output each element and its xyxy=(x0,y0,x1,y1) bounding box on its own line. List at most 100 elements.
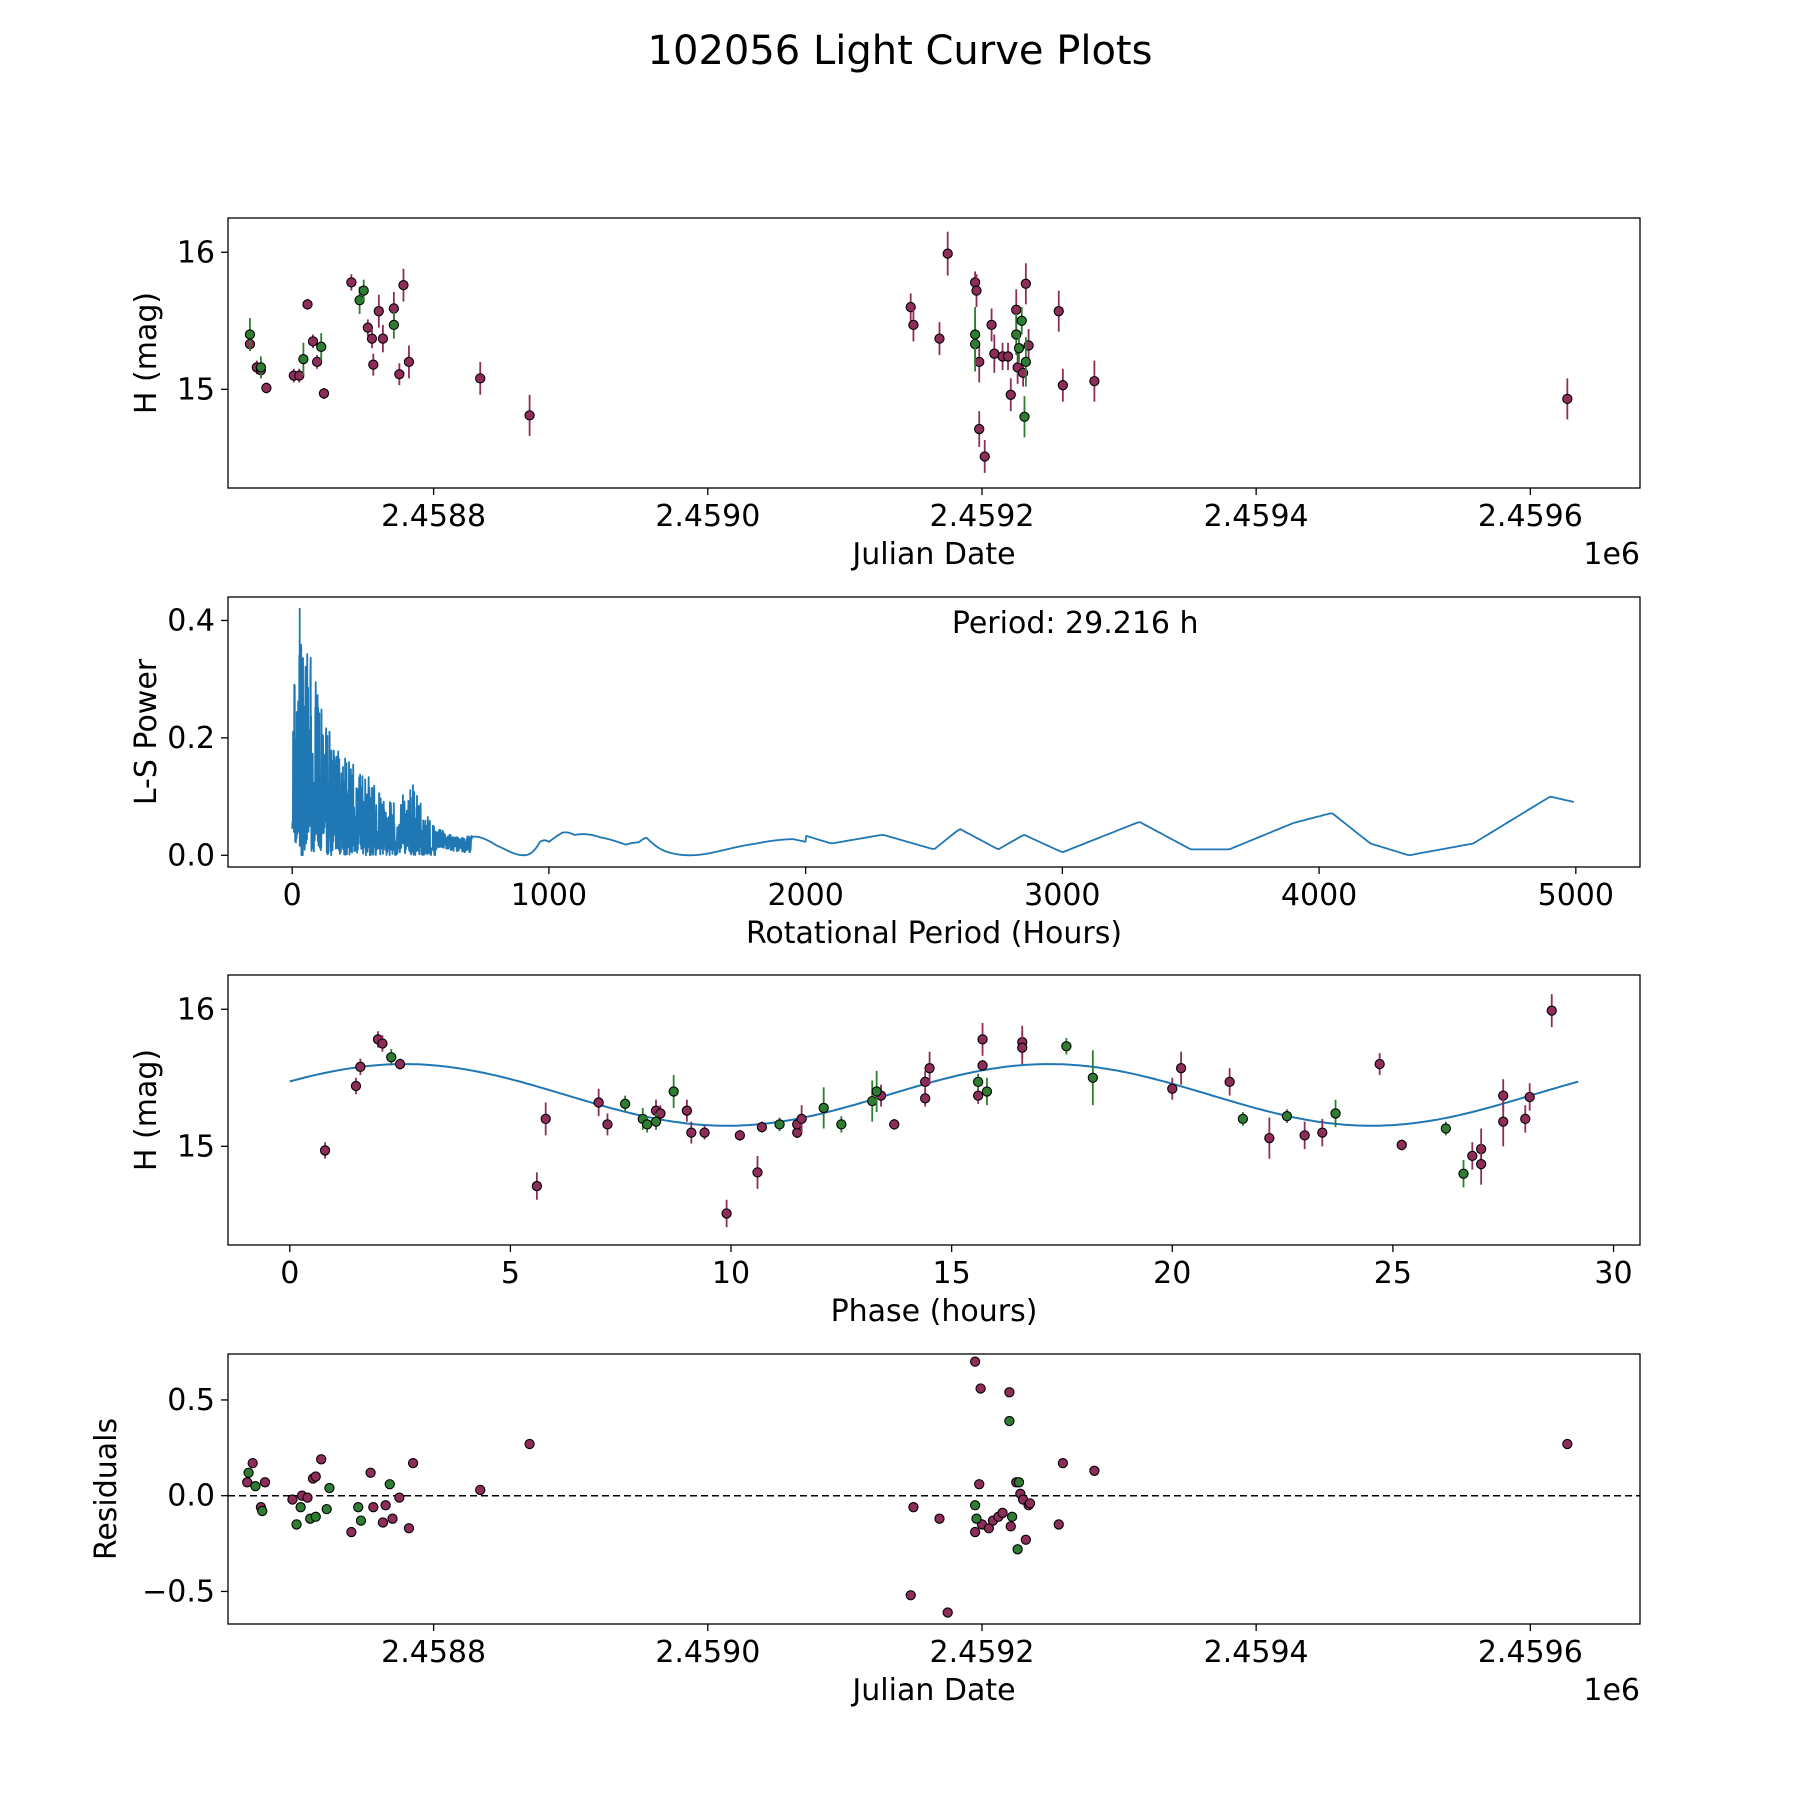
phased-point-green xyxy=(1330,1108,1341,1119)
phased-point-green xyxy=(867,1095,878,1107)
phased-point-magenta xyxy=(699,1127,710,1138)
phased-point-green xyxy=(818,1102,829,1114)
phased-point-magenta xyxy=(756,1121,768,1133)
residuals-point-magenta xyxy=(1057,1457,1069,1469)
phased-point-magenta xyxy=(681,1105,693,1116)
phased-point-magenta xyxy=(1476,1158,1487,1170)
residuals-x-offset-label: 1e6 xyxy=(1583,1673,1640,1708)
lightcurve-point-green xyxy=(358,285,369,296)
phased-point-magenta xyxy=(1317,1127,1328,1138)
lightcurve-point-magenta xyxy=(974,423,985,435)
phased-point-magenta xyxy=(972,1090,984,1101)
phased-point-magenta xyxy=(920,1076,931,1088)
residuals-point-green xyxy=(295,1502,306,1513)
phased-points xyxy=(319,994,1557,1228)
phased-point-magenta xyxy=(1167,1083,1178,1094)
lightcurve-xtick-label: 2.4590 xyxy=(655,499,760,534)
lightcurve-point-magenta xyxy=(377,333,389,344)
residuals-point-magenta xyxy=(969,1526,981,1538)
lightcurve-point-green xyxy=(298,354,309,365)
lightcurve-point-magenta xyxy=(318,388,330,399)
lightcurve-point-green xyxy=(1013,343,1025,354)
periodogram-xtick-label: 2000 xyxy=(767,878,843,913)
periodogram-xtick-label: 5000 xyxy=(1538,878,1614,913)
lightcurve-point-magenta xyxy=(475,373,486,384)
phased-ytick-label: 16 xyxy=(177,992,215,1027)
lightcurve-point-green xyxy=(255,362,267,373)
residuals-xtick-label: 2.4596 xyxy=(1478,1635,1583,1670)
lightcurve-point-magenta xyxy=(362,322,373,333)
residuals-point-magenta xyxy=(1005,1521,1016,1532)
lightcurve-point-magenta xyxy=(979,451,990,462)
lightcurve-point-magenta xyxy=(1057,380,1069,391)
lightcurve-point-magenta xyxy=(368,359,379,370)
lightcurve-ytick-label: 15 xyxy=(177,372,215,407)
periodogram-line xyxy=(291,607,1575,857)
phased-plot-frame xyxy=(227,974,1641,1246)
residuals-points xyxy=(242,1356,1573,1618)
phased-point-magenta xyxy=(355,1061,366,1072)
phased-xtick-label: 30 xyxy=(1594,1256,1632,1291)
phased-point-magenta xyxy=(889,1119,900,1130)
residuals-point-magenta xyxy=(368,1502,379,1513)
phased-xtick-label: 5 xyxy=(501,1256,520,1291)
phased-xlabel: Phase (hours) xyxy=(831,1294,1038,1329)
lightcurve-point-magenta xyxy=(1020,278,1031,289)
phased-point-magenta xyxy=(1396,1139,1407,1151)
lightcurve-point-magenta xyxy=(398,280,409,291)
residuals-point-magenta xyxy=(475,1484,486,1496)
residuals-point-green xyxy=(1013,1477,1025,1488)
residuals-point-green xyxy=(1004,1415,1015,1427)
residuals-point-green xyxy=(243,1467,254,1478)
lightcurve-point-magenta xyxy=(971,285,982,296)
phased-point-green xyxy=(1440,1123,1451,1134)
residuals-xtick-label: 2.4592 xyxy=(929,1635,1034,1670)
periodogram-xtick-label: 0 xyxy=(283,878,302,913)
residuals-point-magenta xyxy=(908,1502,919,1513)
phased-point-magenta xyxy=(593,1097,604,1108)
phased-point-magenta xyxy=(1264,1132,1275,1144)
residuals-point-magenta xyxy=(403,1523,415,1534)
lightcurve-axes: 2.4588 2.4590 2.4592 2.4594 2.4596 15 16 Julian… xyxy=(129,217,1641,572)
phased-xtick-label: 10 xyxy=(712,1256,750,1291)
periodogram-annotation: Period: 29.216 h xyxy=(952,606,1199,641)
phased-point-magenta xyxy=(1299,1130,1310,1141)
phased-point-magenta xyxy=(350,1080,362,1092)
residuals-point-magenta xyxy=(394,1492,405,1503)
phased-point-magenta xyxy=(1017,1042,1028,1053)
phased-point-green xyxy=(774,1119,785,1130)
phased-point-magenta xyxy=(394,1058,406,1070)
residuals-ylabel: Residuals xyxy=(89,1418,124,1560)
lightcurve-point-magenta xyxy=(1562,393,1573,405)
residuals-point-magenta xyxy=(387,1513,398,1524)
lightcurve-point-magenta xyxy=(307,336,319,347)
lightcurve-xtick-label: 2.4596 xyxy=(1478,499,1583,534)
phased-ytick-label: 15 xyxy=(177,1129,215,1164)
phased-point-magenta xyxy=(686,1127,697,1138)
residuals-point-magenta xyxy=(407,1457,419,1469)
residuals-point-magenta xyxy=(380,1500,391,1511)
residuals-point-magenta xyxy=(1020,1534,1031,1545)
residuals-point-green xyxy=(324,1482,335,1494)
phased-xtick-label: 15 xyxy=(933,1256,971,1291)
lightcurve-point-magenta xyxy=(1002,351,1014,362)
phased-point-magenta xyxy=(924,1063,935,1074)
lightcurve-point-magenta xyxy=(366,333,378,344)
phased-point-magenta xyxy=(734,1130,745,1141)
lightcurve-xlabel: Julian Date xyxy=(850,537,1015,572)
residuals-point-magenta xyxy=(1024,1498,1036,1509)
periodogram-xtick-label: 4000 xyxy=(1281,878,1357,913)
residuals-point-magenta xyxy=(905,1590,916,1601)
residuals-point-magenta xyxy=(934,1513,945,1524)
lightcurve-xtick-label: 2.4594 xyxy=(1204,499,1309,534)
residuals-xtick-label: 2.4590 xyxy=(655,1635,760,1670)
lightcurve-point-magenta xyxy=(403,356,415,368)
phased-point-magenta xyxy=(1224,1076,1235,1088)
phased-point-green xyxy=(1087,1072,1098,1083)
residuals-point-green xyxy=(1012,1544,1023,1555)
phased-point-green xyxy=(668,1086,679,1097)
residuals-point-magenta xyxy=(1089,1465,1100,1476)
lightcurve-x-offset-label: 1e6 xyxy=(1583,537,1640,572)
phased-point-green xyxy=(642,1119,653,1130)
